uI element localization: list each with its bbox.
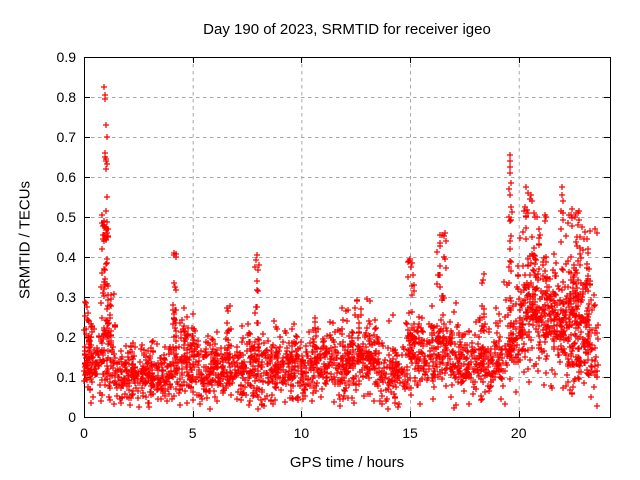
y-tick-label: 0.9: [57, 49, 77, 65]
y-tick-label: 0.5: [57, 209, 77, 225]
x-tick-label: 10: [294, 425, 310, 441]
y-tick-label: 0.2: [57, 329, 77, 345]
y-tick-label: 0.3: [57, 289, 77, 305]
x-tick-label: 20: [511, 425, 527, 441]
x-tick-label: 5: [189, 425, 197, 441]
x-tick-label: 0: [80, 425, 88, 441]
data-points: [81, 84, 601, 412]
chart-title: Day 190 of 2023, SRMTID for receiver ige…: [203, 21, 491, 38]
y-tick-label: 0: [68, 409, 76, 425]
y-tick-label: 0.8: [57, 89, 77, 105]
tick-labels: 0 5 10 15 20 0 0.1 0.2 0.3 0.4 0.5 0.6 0.7 0.8 0.9: [57, 49, 527, 441]
y-tick-label: 0.7: [57, 129, 77, 145]
x-tick-label: 15: [402, 425, 418, 441]
plot-frame: [84, 57, 611, 418]
y-tick-label: 0.6: [57, 169, 77, 185]
y-tick-label: 0.4: [57, 249, 77, 265]
x-axis-label: GPS time / hours: [289, 454, 405, 471]
y-tick-label: 0.1: [57, 369, 77, 385]
